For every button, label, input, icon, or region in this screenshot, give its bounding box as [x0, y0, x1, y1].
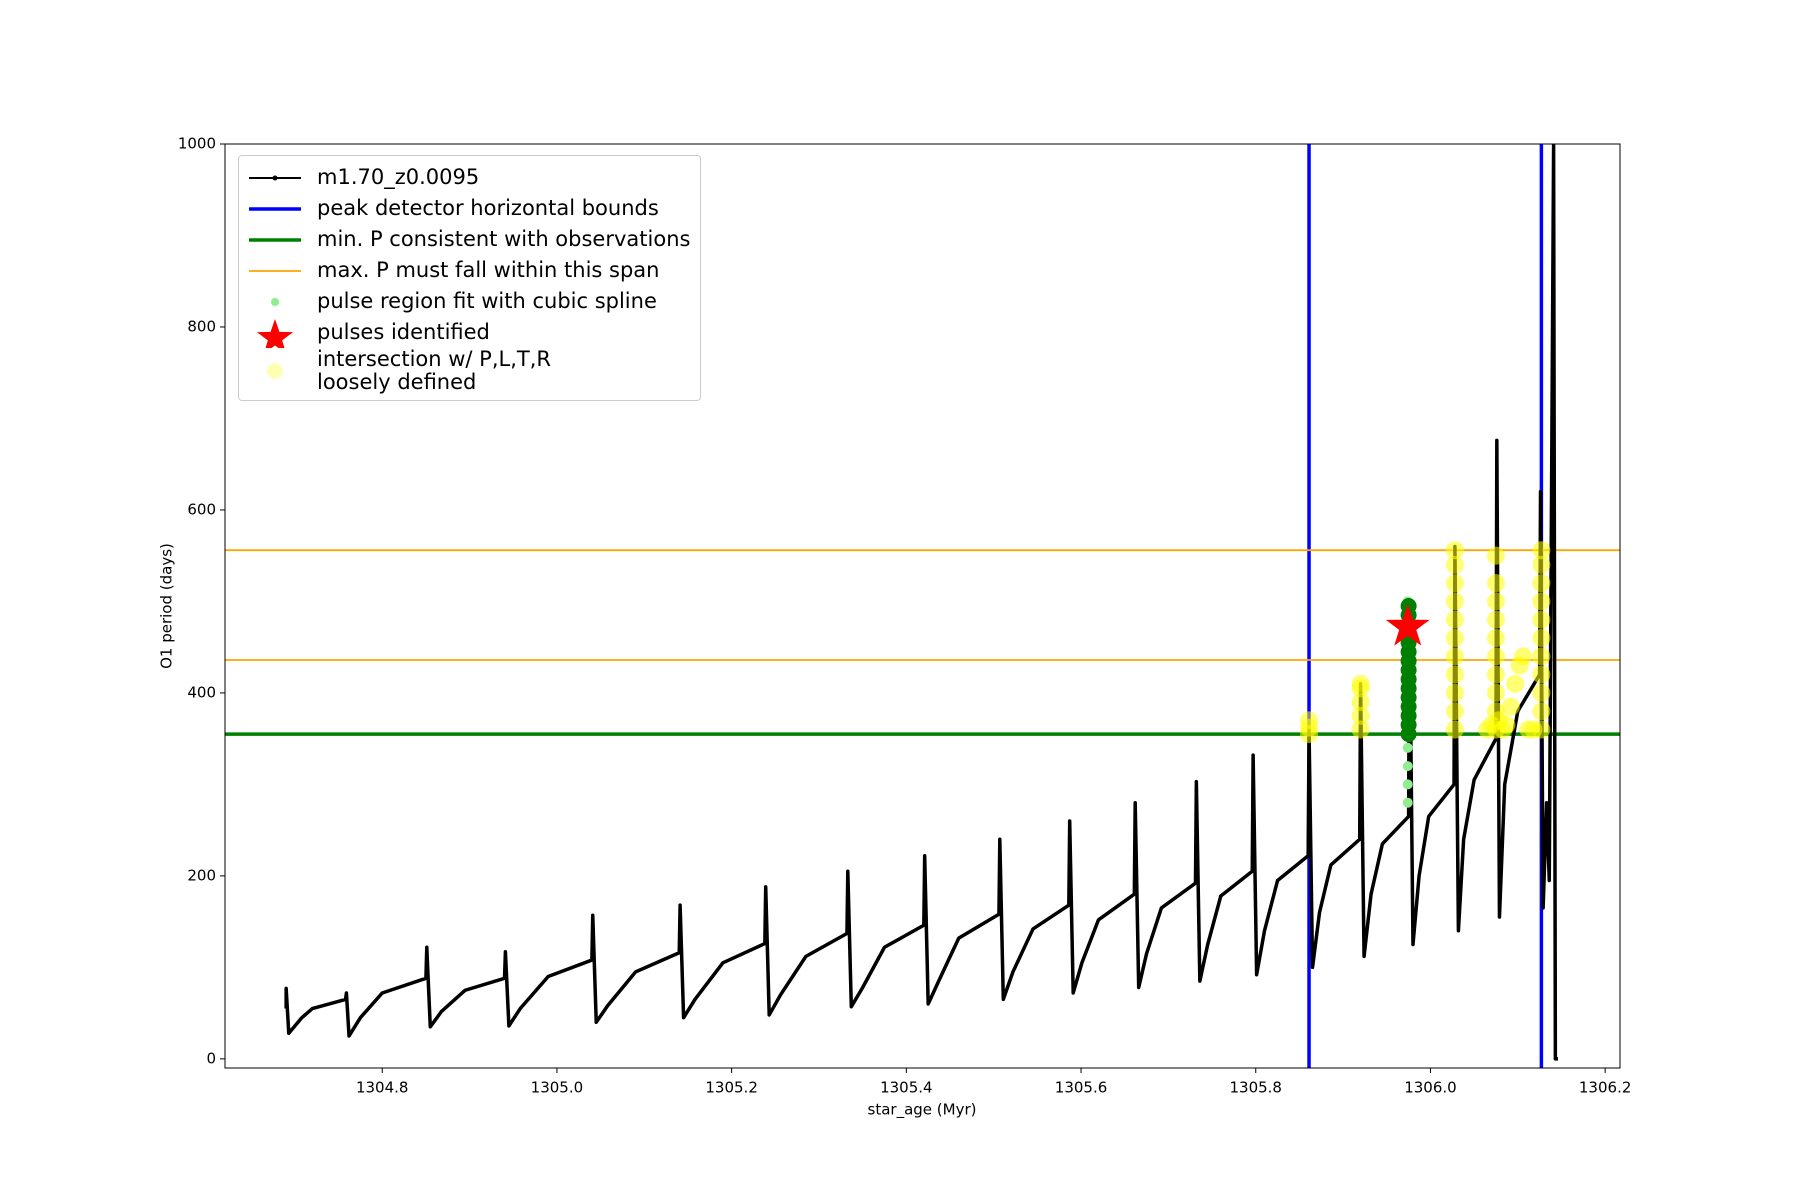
- x-tick-label: 1305.0: [531, 1079, 584, 1097]
- point: [1445, 574, 1464, 593]
- legend-marker: [249, 269, 301, 272]
- point: [1532, 720, 1551, 739]
- point: [1486, 546, 1505, 565]
- point: [1351, 720, 1370, 739]
- legend-marker: [271, 297, 279, 306]
- point: [1486, 610, 1505, 629]
- point: [1445, 647, 1464, 666]
- point: [1497, 715, 1516, 734]
- legend-star: [256, 318, 294, 348]
- point: [1532, 665, 1551, 684]
- point: [1514, 647, 1533, 666]
- point: [1532, 683, 1551, 702]
- legend-label: max. P must fall within this span: [317, 258, 660, 282]
- point: [1402, 797, 1413, 808]
- legend-label: min. P consistent with observations: [317, 227, 691, 251]
- point: [1532, 702, 1551, 721]
- point: [1351, 706, 1370, 725]
- point: [1351, 674, 1370, 693]
- legend-label: m1.70_z0.0095: [317, 165, 480, 189]
- y-tick-label: 800: [187, 317, 216, 335]
- y-tick-label: 400: [187, 683, 216, 701]
- legend-entry: intersection w/ P,L,T,R loosely defined: [245, 348, 690, 394]
- legend-label: peak detector horizontal bounds: [317, 196, 659, 220]
- point: [1506, 674, 1525, 693]
- point: [1486, 647, 1505, 666]
- point: [1486, 592, 1505, 611]
- point: [1400, 598, 1417, 614]
- y-tick-label: 0: [206, 1049, 216, 1067]
- point: [1445, 665, 1464, 684]
- point: [1300, 711, 1319, 730]
- point: [1532, 541, 1551, 560]
- point: [1445, 683, 1464, 702]
- point: [1445, 610, 1464, 629]
- plot-frame: [224, 143, 1621, 1069]
- point: [1486, 665, 1505, 684]
- y-tick-label: 200: [187, 866, 216, 884]
- legend-entry: max. P must fall within this span: [245, 255, 690, 286]
- x-axis-label: star_age (Myr): [868, 1101, 977, 1120]
- point: [1532, 555, 1551, 574]
- point: [1445, 541, 1464, 560]
- point: [1402, 742, 1413, 753]
- point: [1445, 629, 1464, 648]
- x-tick-label: 1304.8: [356, 1079, 409, 1097]
- legend-entry: min. P consistent with observations: [245, 224, 690, 255]
- legend-entry: peak detector horizontal bounds: [245, 193, 690, 224]
- x-tick-label: 1305.4: [880, 1079, 933, 1097]
- point: [1532, 574, 1551, 593]
- legend-dot: [272, 175, 278, 180]
- x-tick-label: 1305.8: [1229, 1079, 1282, 1097]
- legend-label: pulse region fit with cubic spline: [317, 289, 657, 313]
- legend-entry: pulse region fit with cubic spline: [245, 286, 690, 317]
- point: [1532, 647, 1551, 666]
- x-tick-label: 1305.6: [1055, 1079, 1108, 1097]
- point: [1445, 555, 1464, 574]
- point: [1501, 697, 1520, 716]
- x-tick-label: 1305.2: [705, 1079, 758, 1097]
- legend-marker: [249, 206, 301, 211]
- x-tick-label: 1306.0: [1404, 1079, 1457, 1097]
- point: [1402, 779, 1413, 790]
- point: [1486, 574, 1505, 593]
- legend-label: pulses identified: [317, 320, 490, 344]
- point: [1532, 629, 1551, 648]
- point: [1445, 702, 1464, 721]
- plot-area: [225, 144, 1620, 1068]
- point: [1402, 761, 1413, 772]
- y-tick-label: 600: [187, 500, 216, 518]
- star-marker: [1385, 604, 1430, 646]
- legend-marker: [249, 237, 301, 242]
- legend-marker: [256, 318, 294, 348]
- point: [1445, 592, 1464, 611]
- x-tick-label: 1306.2: [1579, 1079, 1632, 1097]
- legend-marker: [249, 175, 301, 180]
- y-tick-label: 1000: [178, 135, 216, 153]
- y-axis-label: O1 period (days): [158, 543, 176, 669]
- point: [1445, 720, 1464, 739]
- series-line: [284, 144, 1558, 1061]
- legend-entry: pulses identified: [245, 317, 690, 348]
- point: [1532, 592, 1551, 611]
- legend-point: [271, 297, 279, 306]
- point: [1486, 683, 1505, 702]
- legend-point: [267, 363, 283, 379]
- point: [1532, 610, 1551, 629]
- point: [1486, 629, 1505, 648]
- legend-label: intersection w/ P,L,T,R loosely defined: [317, 347, 551, 394]
- legend-marker: [267, 363, 283, 379]
- legend-entry: m1.70_z0.0095: [245, 162, 690, 193]
- point: [1351, 693, 1370, 712]
